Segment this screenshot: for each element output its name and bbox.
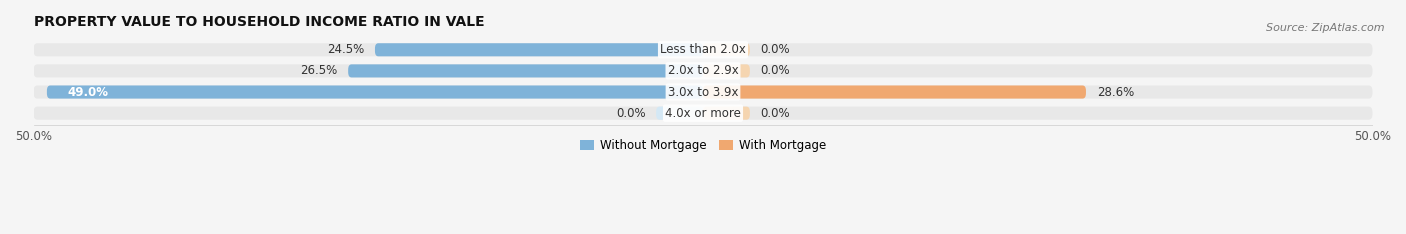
FancyBboxPatch shape <box>703 85 1085 99</box>
Text: 49.0%: 49.0% <box>67 86 108 99</box>
FancyBboxPatch shape <box>349 64 703 77</box>
FancyBboxPatch shape <box>34 43 1372 56</box>
Text: Source: ZipAtlas.com: Source: ZipAtlas.com <box>1267 23 1385 33</box>
Text: 0.0%: 0.0% <box>761 107 790 120</box>
Text: 28.6%: 28.6% <box>1097 86 1133 99</box>
Text: PROPERTY VALUE TO HOUSEHOLD INCOME RATIO IN VALE: PROPERTY VALUE TO HOUSEHOLD INCOME RATIO… <box>34 15 484 29</box>
FancyBboxPatch shape <box>34 85 1372 99</box>
FancyBboxPatch shape <box>34 64 1372 77</box>
FancyBboxPatch shape <box>46 85 703 99</box>
Text: 0.0%: 0.0% <box>761 43 790 56</box>
Text: Less than 2.0x: Less than 2.0x <box>659 43 747 56</box>
FancyBboxPatch shape <box>375 43 703 56</box>
FancyBboxPatch shape <box>703 107 749 120</box>
Text: 3.0x to 3.9x: 3.0x to 3.9x <box>668 86 738 99</box>
Text: 24.5%: 24.5% <box>328 43 364 56</box>
Text: 4.0x or more: 4.0x or more <box>665 107 741 120</box>
FancyBboxPatch shape <box>703 43 749 56</box>
Text: 0.0%: 0.0% <box>616 107 645 120</box>
FancyBboxPatch shape <box>34 107 1372 120</box>
Text: 2.0x to 2.9x: 2.0x to 2.9x <box>668 64 738 77</box>
FancyBboxPatch shape <box>703 64 749 77</box>
Text: 26.5%: 26.5% <box>301 64 337 77</box>
Text: 0.0%: 0.0% <box>761 64 790 77</box>
FancyBboxPatch shape <box>657 107 703 120</box>
Legend: Without Mortgage, With Mortgage: Without Mortgage, With Mortgage <box>575 135 831 157</box>
